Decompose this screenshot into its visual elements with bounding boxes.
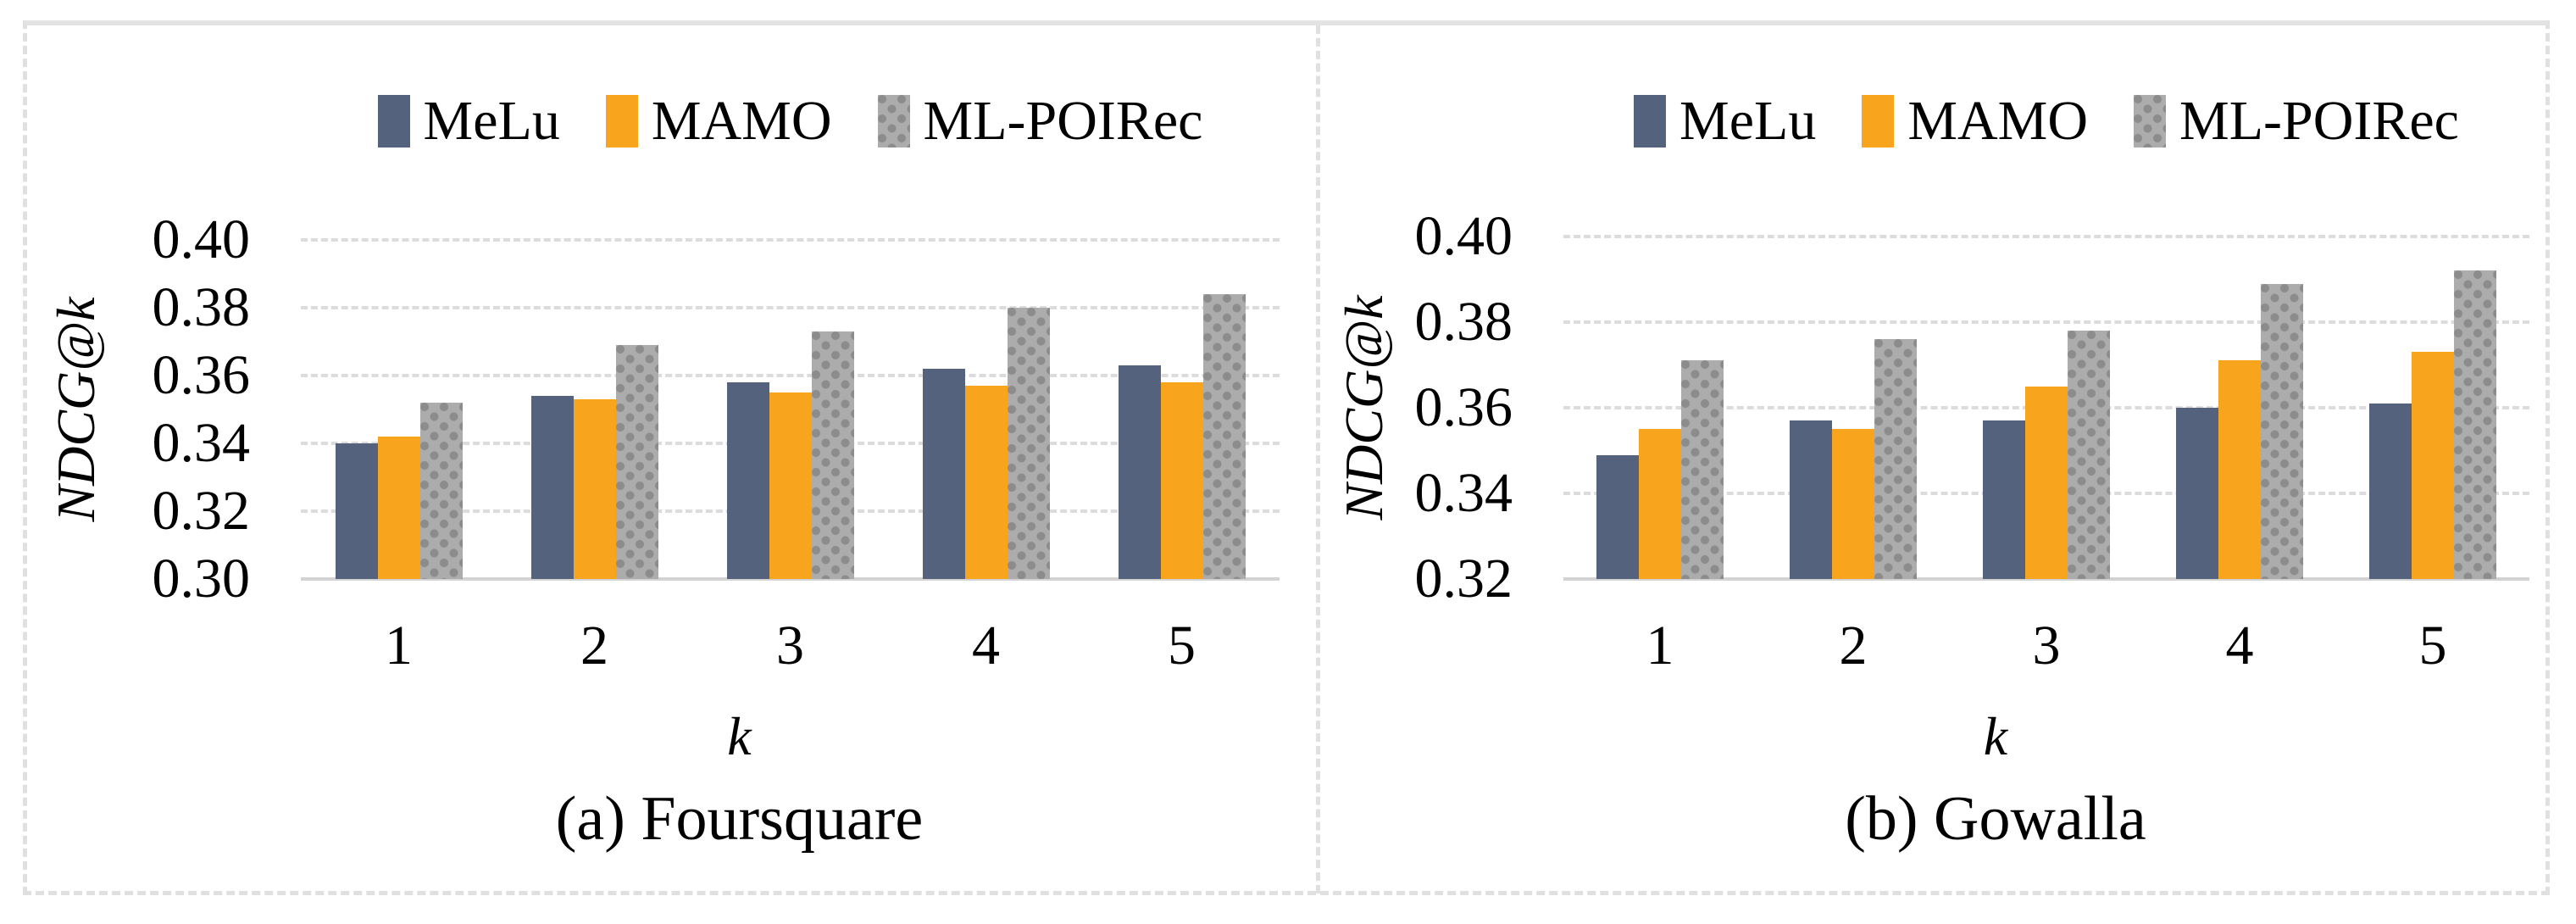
- bar-mamo-k4: [964, 386, 1008, 579]
- bar-melu-k4: [922, 369, 965, 579]
- panel-foursquare: MeLu MAMO ML-POIRec NDCG@k 0.40 0.38 0.36 0.3…: [46, 88, 1280, 854]
- legend-swatch-melu: [377, 95, 410, 148]
- x-tick-label: 1: [1646, 615, 1674, 676]
- bar-ml-poirec-k4: [2261, 283, 2303, 579]
- y-tick-label: 0.40: [1414, 205, 1513, 267]
- x-axis-line: [1563, 577, 2529, 581]
- gridline: [301, 238, 1280, 242]
- bar-ml-poirec-k2: [1874, 339, 1917, 579]
- caption: (b) Gowalla: [1845, 784, 2146, 854]
- y-tick-label: 0.36: [1414, 376, 1513, 438]
- x-tick-label: 2: [1839, 615, 1868, 676]
- x-tick-label: 5: [1168, 615, 1196, 676]
- legend-label: ML-POIRec: [923, 90, 1203, 152]
- x-tick-label: 1: [385, 615, 413, 676]
- legend-label: MAMO: [1907, 90, 2089, 152]
- bar-mamo-k2: [1832, 429, 1874, 579]
- bar-melu-k4: [2176, 408, 2218, 579]
- x-axis-label: k: [1983, 706, 2008, 766]
- bar-mamo-k3: [2025, 386, 2068, 579]
- y-tick-label: 0.34: [1414, 462, 1513, 524]
- bar-melu-k3: [1983, 420, 2025, 579]
- y-tick-label: 0.38: [1414, 291, 1513, 353]
- bar-mamo-k4: [2218, 360, 2261, 579]
- gridline: [301, 306, 1280, 309]
- x-tick-label: 2: [580, 615, 608, 676]
- panel-gowalla: MeLu MAMO ML-POIRec NDCG@k 0.40 0.38 0.36 0.3…: [1288, 0, 2576, 924]
- bar-ml-poirec-k1: [1681, 360, 1724, 579]
- bar-ml-poirec-k5: [2454, 270, 2496, 579]
- legend-swatch-melu: [1634, 95, 1667, 148]
- gridline: [1563, 320, 2529, 324]
- legend-label: MAMO: [651, 90, 832, 152]
- bar-melu-k1: [335, 443, 378, 579]
- bar-mamo-k1: [377, 437, 420, 579]
- bar-mamo-k5: [1160, 382, 1203, 579]
- y-tick-label: 0.38: [152, 276, 251, 338]
- legend-swatch-mamo: [1862, 95, 1895, 148]
- bar-ml-poirec-k3: [2068, 331, 2110, 579]
- plot-area: [1563, 235, 2529, 581]
- bar-ml-poirec-k4: [1007, 308, 1050, 579]
- bar-melu-k3: [726, 382, 769, 579]
- x-tick-label: 4: [972, 615, 1000, 676]
- bar-ml-poirec-k5: [1202, 294, 1246, 579]
- legend-item-ml-poirec: ML-POIRec: [2134, 88, 2459, 154]
- x-tick-label: 5: [2418, 615, 2447, 676]
- plot-area: [301, 238, 1280, 581]
- gridline: [1563, 235, 2529, 238]
- bar-melu-k5: [1118, 365, 1161, 579]
- bar-mamo-k5: [2412, 352, 2454, 579]
- x-axis-label: k: [727, 706, 752, 766]
- y-tick-label: 0.32: [1414, 548, 1513, 610]
- legend-item-ml-poirec: ML-POIRec: [877, 88, 1203, 154]
- legend-item-melu: MeLu: [377, 88, 560, 154]
- legend-label: MeLu: [1679, 90, 1817, 152]
- legend-item-mamo: MAMO: [605, 88, 832, 154]
- legend-label: MeLu: [423, 90, 560, 152]
- bar-ml-poirec-k3: [811, 331, 854, 579]
- bar-melu-k5: [2369, 403, 2412, 579]
- legend-item-mamo: MAMO: [1862, 88, 2088, 154]
- legend-swatch-ml-poirec: [877, 95, 910, 148]
- bar-mamo-k3: [769, 392, 812, 579]
- bar-ml-poirec-k2: [615, 345, 658, 579]
- bar-mamo-k1: [1639, 429, 1681, 579]
- y-tick-label: 0.36: [152, 344, 251, 406]
- legend-swatch-mamo: [605, 95, 638, 148]
- legend-label: ML-POIRec: [2179, 90, 2459, 152]
- x-axis-line: [301, 577, 1280, 581]
- y-tick-label: 0.40: [152, 209, 251, 270]
- legend: MeLu MAMO ML-POIRec: [301, 88, 1280, 154]
- bar-ml-poirec-k1: [419, 403, 463, 579]
- panel-divider: [1316, 25, 1320, 893]
- y-tick-label: 0.32: [152, 480, 251, 542]
- bar-melu-k1: [1596, 454, 1639, 579]
- caption: (a) Foursquare: [555, 784, 924, 854]
- legend: MeLu MAMO ML-POIRec: [1563, 88, 2529, 154]
- x-tick-label: 3: [2032, 615, 2061, 676]
- legend-item-melu: MeLu: [1634, 88, 1816, 154]
- x-tick-label: 4: [2225, 615, 2254, 676]
- bar-melu-k2: [1790, 420, 1832, 579]
- bar-mamo-k2: [573, 399, 616, 579]
- y-tick-label: 0.30: [152, 548, 251, 610]
- bar-melu-k2: [530, 396, 574, 579]
- y-tick-label: 0.34: [152, 412, 251, 474]
- gridline: [301, 374, 1280, 377]
- x-tick-label: 3: [776, 615, 804, 676]
- figure-border: [23, 20, 2550, 895]
- legend-swatch-ml-poirec: [2134, 95, 2167, 148]
